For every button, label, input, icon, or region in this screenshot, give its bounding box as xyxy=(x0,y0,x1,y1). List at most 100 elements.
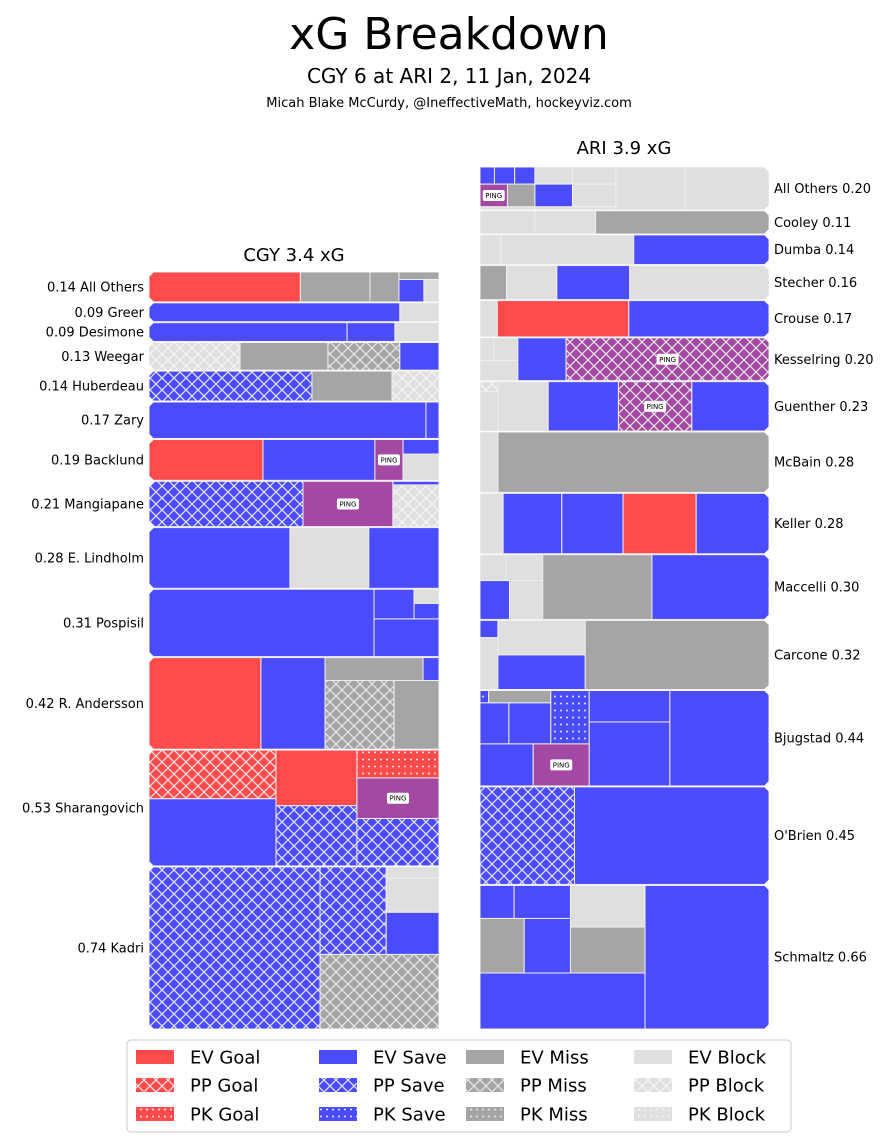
ping-badge xyxy=(656,353,679,365)
shot-cell-ev-block xyxy=(571,167,617,185)
shot-cell-ev-goal xyxy=(622,493,697,554)
shot-cell-ev-block xyxy=(615,167,686,210)
player-row: PING 0.53 Sharangovich xyxy=(22,750,439,866)
shot-cell-ev-block xyxy=(497,620,586,656)
shot-cell-ev-block xyxy=(569,885,646,928)
shot-cell-ev-save xyxy=(574,786,769,885)
player-label: 0.13 Weegar xyxy=(61,350,144,365)
legend-swatch-pk-block xyxy=(634,1107,672,1121)
shot-cell-ev-save xyxy=(425,402,439,439)
shot-cell-ev-save xyxy=(262,439,376,481)
legend-label: EV Miss xyxy=(520,1048,589,1069)
player-label: 0.42 R. Andersson xyxy=(26,697,144,712)
shot-cell-ev-block xyxy=(423,278,439,302)
shot-cell-ev-miss xyxy=(542,554,653,620)
player-label: Cooley 0.11 xyxy=(774,216,851,231)
player-label: 0.19 Backlund xyxy=(51,453,144,468)
legend-swatch-pp-block xyxy=(634,1078,672,1092)
shot-cell-pp-save xyxy=(149,371,313,402)
shot-cell-ev-block xyxy=(497,381,549,432)
shot-cell-pp-block xyxy=(392,484,439,527)
chart-title: xG Breakdown xyxy=(289,9,609,60)
shot-cell-ev-block xyxy=(480,206,536,210)
shot-cell-pk-save xyxy=(550,690,590,745)
shot-cell-ev-save xyxy=(523,917,571,974)
cgy-panel: CGY 3.4 xG 0.14 All Others 0.09 Greer 0.09 … xyxy=(22,245,439,1029)
shot-cell-ev-miss xyxy=(393,679,439,750)
player-row: 0.14 All Others xyxy=(47,272,439,302)
shot-cell-ev-save xyxy=(561,493,624,554)
shot-cell-ev-goal xyxy=(149,657,262,750)
player-label: McBain 0.28 xyxy=(774,456,854,471)
legend-entry: PK Goal xyxy=(136,1105,259,1126)
legend-entry: PK Miss xyxy=(466,1105,588,1126)
shot-cell-ev-block xyxy=(480,432,499,493)
legend-entry: PP Goal xyxy=(136,1076,258,1097)
player-row: PING Guenther 0.23 xyxy=(480,381,868,432)
player-row: 0.14 Huberdeau xyxy=(39,371,439,402)
shot-cell-ev-save xyxy=(691,381,769,432)
player-label: 0.09 Greer xyxy=(74,306,144,321)
legend-entry: PK Save xyxy=(319,1105,446,1126)
shot-cell-ev-miss xyxy=(506,183,536,208)
shot-cell-ev-save xyxy=(480,743,534,786)
panel-title: ARI 3.9 xG xyxy=(577,138,672,159)
shot-cell-ev-save xyxy=(149,527,291,589)
shot-cell-pp-save xyxy=(356,817,439,866)
chart-credit: Micah Blake McCurdy, @IneffectiveMath, h… xyxy=(266,96,632,111)
shot-cell-ev-save xyxy=(480,702,510,745)
player-label: O'Brien 0.45 xyxy=(774,829,855,844)
legend-swatch-pp-goal xyxy=(136,1078,174,1092)
shot-cell-pp-save xyxy=(319,866,387,955)
legend-swatch-ev-goal xyxy=(136,1050,174,1064)
shot-cell-ev-save xyxy=(373,589,415,620)
player-row: PING 0.21 Mangiapane xyxy=(31,481,439,527)
shot-cell-ev-miss xyxy=(488,690,552,704)
player-label: 0.17 Zary xyxy=(81,414,144,429)
shot-cell-ev-block xyxy=(480,391,499,432)
shot-cell-ev-save xyxy=(497,654,586,690)
shot-cell-pp-save xyxy=(149,866,321,1029)
shot-cell-ev-block xyxy=(534,206,617,210)
shot-cell-pp-save xyxy=(149,481,304,527)
player-row: 0.17 Zary xyxy=(81,402,439,439)
shot-cell-ev-save xyxy=(644,885,769,1029)
legend-label: PP Goal xyxy=(190,1076,258,1097)
legend-label: PP Save xyxy=(373,1076,445,1097)
shot-cell-ev-miss xyxy=(324,657,424,681)
player-label: 0.31 Pospisil xyxy=(63,616,144,631)
player-label: All Others 0.20 xyxy=(774,182,871,197)
shot-cell-ev-miss xyxy=(480,265,508,300)
legend: EV Goal PP Goal PK Goal EV Save PP Save PK Sa… xyxy=(126,1039,792,1133)
player-row: 0.28 E. Lindholm xyxy=(35,527,439,589)
legend-label: PK Save xyxy=(373,1105,446,1126)
ping-label: PING xyxy=(647,403,664,411)
legend-swatch-ev-block xyxy=(634,1050,672,1064)
shot-cell-ev-save xyxy=(695,493,769,554)
shot-cell-ev-save xyxy=(480,580,510,620)
shot-cell-ev-block xyxy=(480,637,499,690)
player-row: PING Bjugstad 0.44 xyxy=(480,690,864,786)
shot-cell-ev-block xyxy=(534,167,573,185)
legend-label: PP Block xyxy=(688,1076,765,1097)
player-row: Dumba 0.14 xyxy=(480,234,854,265)
shot-cell-ev-save xyxy=(514,167,536,185)
shot-cell-ev-save xyxy=(534,183,573,208)
legend-swatch-pp-miss xyxy=(466,1078,504,1092)
shot-cell-ev-save xyxy=(633,234,769,265)
shot-cell-ev-save xyxy=(149,322,348,342)
player-label: 0.74 Kadri xyxy=(77,941,144,956)
shot-cell-ev-save xyxy=(392,481,439,486)
shot-cell-ev-save xyxy=(480,167,495,185)
shot-cell-ev-save xyxy=(669,690,769,786)
shot-cell-ev-save xyxy=(547,381,619,432)
legend-entry: PP Miss xyxy=(466,1076,587,1097)
player-row: Schmaltz 0.66 xyxy=(480,885,867,1029)
shot-cell-ev-block xyxy=(629,265,769,300)
shot-cell-ev-block xyxy=(480,234,502,265)
shot-cell-ev-block xyxy=(413,589,439,604)
ping-label: PING xyxy=(389,795,406,803)
shot-cell-ev-block xyxy=(480,210,536,234)
shot-cell-ev-save xyxy=(422,657,439,681)
